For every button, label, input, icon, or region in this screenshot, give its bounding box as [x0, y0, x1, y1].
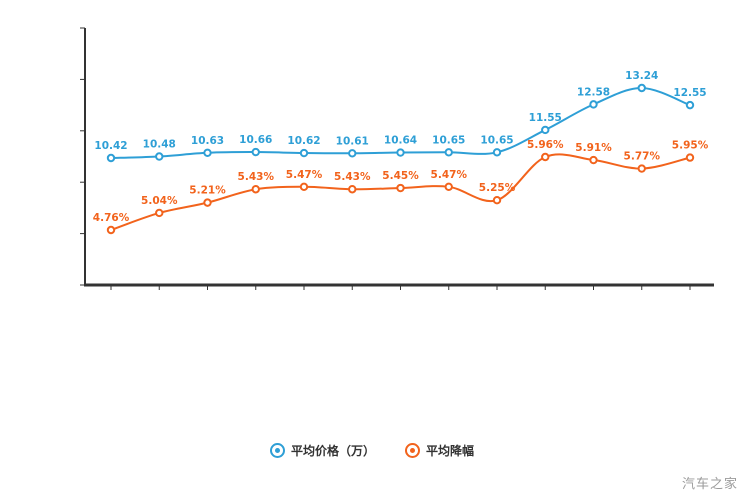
data-point-marker[interactable] [106, 153, 116, 163]
legend-marker-dot [274, 448, 280, 453]
data-point-marker[interactable] [251, 147, 260, 157]
data-point-label: 10.48 [143, 139, 176, 151]
data-point-marker[interactable] [203, 148, 212, 157]
data-point-marker[interactable] [444, 182, 453, 192]
data-point-marker[interactable] [396, 183, 405, 193]
data-point-label: 12.55 [673, 87, 706, 99]
data-point-marker[interactable] [589, 155, 598, 165]
data-point-label: 5.25% [479, 182, 516, 194]
data-point-marker[interactable] [444, 148, 453, 157]
data-point-label: 10.64 [384, 135, 417, 147]
data-point-label: 10.63 [191, 135, 224, 147]
data-point-label: 10.66 [239, 134, 272, 146]
data-point-label: 10.61 [336, 135, 369, 147]
data-point-label: 5.45% [382, 170, 419, 182]
legend-item-0[interactable]: 平均价格（万） [269, 442, 375, 459]
data-point-marker[interactable] [637, 83, 646, 93]
data-point-label: 5.43% [238, 171, 275, 183]
data-point-label: 10.62 [287, 135, 320, 147]
data-point-marker[interactable] [541, 125, 550, 135]
data-point-label: 5.95% [672, 140, 709, 152]
data-point-label: 13.24 [625, 70, 658, 82]
price-trend-chart: 10.42 10.48 10.63 10.66 10.62 10.61 10.64 10.65… [80, 27, 714, 290]
data-point-marker[interactable] [685, 153, 695, 162]
data-point-marker[interactable] [348, 149, 357, 158]
data-point-marker[interactable] [492, 195, 502, 205]
data-point-label: 4.76% [93, 212, 130, 224]
data-point-label: 5.47% [286, 169, 323, 181]
data-point-marker[interactable] [396, 148, 405, 157]
data-point-marker[interactable] [203, 198, 212, 207]
data-point-label: 5.47% [431, 169, 468, 181]
data-point-marker[interactable] [541, 152, 550, 162]
legend-marker-icon [405, 443, 420, 458]
watermark-logo: 汽车之家 [681, 476, 738, 491]
data-point-marker[interactable] [589, 100, 598, 109]
data-point-marker[interactable] [299, 148, 309, 158]
data-point-label: 5.77% [624, 151, 661, 163]
data-point-marker[interactable] [299, 182, 309, 192]
data-point-label: 5.91% [575, 142, 612, 154]
data-point-label: 10.65 [480, 134, 513, 146]
chart-legend: 平均价格（万） 平均降幅 [0, 442, 744, 459]
data-point-label: 5.04% [141, 195, 178, 207]
data-point-marker[interactable] [106, 225, 116, 235]
legend-item-1[interactable]: 平均降幅 [405, 442, 474, 459]
data-point-marker[interactable] [492, 148, 502, 157]
data-point-marker[interactable] [155, 208, 164, 218]
legend-marker-dot [410, 448, 415, 453]
data-point-label: 10.65 [432, 134, 465, 146]
legend-label: 平均价格（万） [290, 444, 375, 458]
data-point-marker[interactable] [637, 164, 646, 173]
data-point-label: 11.55 [529, 112, 562, 124]
data-point-label: 5.96% [527, 139, 564, 151]
legend-marker-icon [269, 443, 285, 458]
data-point-label: 12.58 [577, 86, 610, 98]
data-point-marker[interactable] [348, 185, 357, 194]
data-point-label: 10.42 [94, 140, 127, 152]
data-point-marker[interactable] [685, 100, 695, 110]
data-point-marker[interactable] [251, 185, 260, 194]
data-point-marker[interactable] [155, 152, 164, 161]
data-point-label: 5.43% [334, 171, 371, 183]
legend-label: 平均降幅 [426, 444, 475, 458]
data-point-label: 5.21% [189, 185, 226, 197]
